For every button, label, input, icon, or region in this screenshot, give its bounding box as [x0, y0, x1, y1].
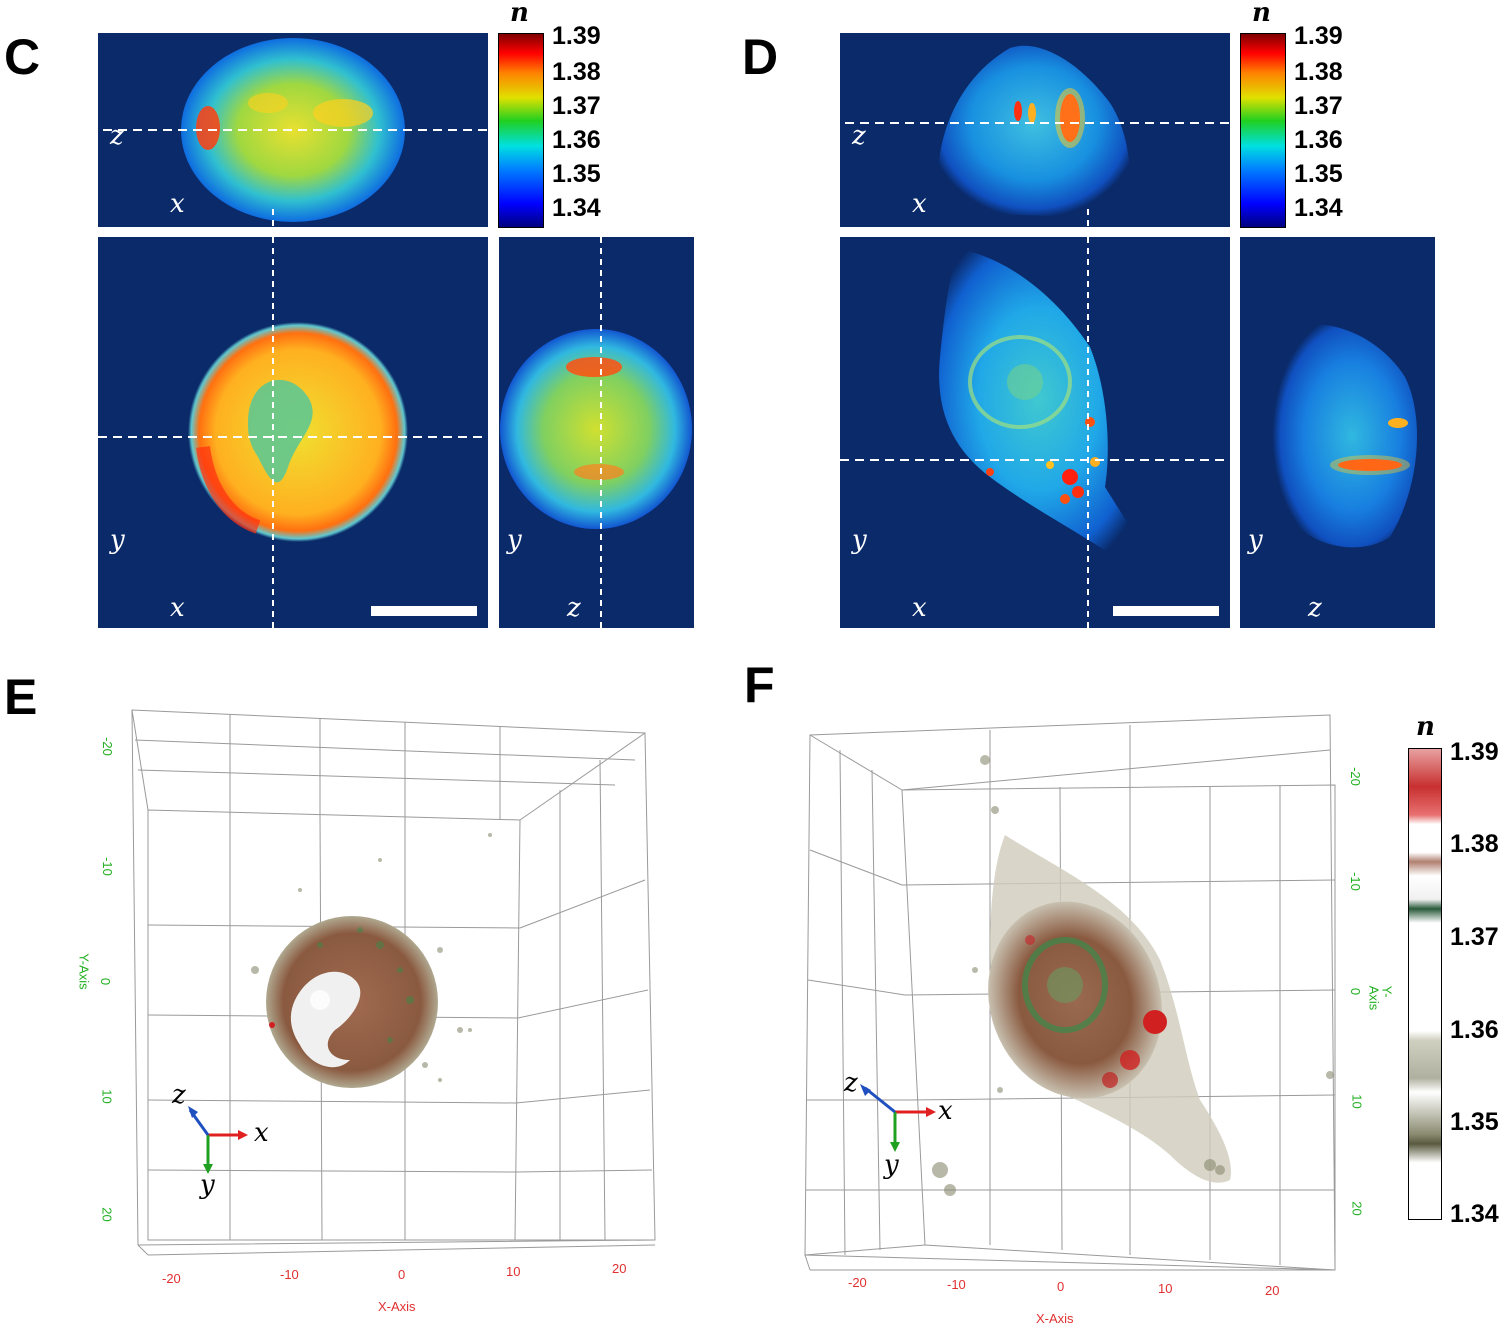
panel-label-c: C: [4, 29, 41, 85]
colorbar-f-symbol: n: [1416, 712, 1435, 742]
panel-d-yx-slice: y x: [840, 237, 1230, 628]
y-axis-title: Y-Axis: [76, 953, 92, 990]
colorbar-f-tick: 1.34: [1450, 1200, 1499, 1228]
x-axis-title: X-Axis: [1036, 1311, 1074, 1326]
y-tick: 10: [99, 1089, 115, 1104]
xyz-triad: x y z: [840, 1070, 960, 1190]
panel-d-zx-slice: z x: [840, 33, 1230, 227]
x-tick: 0: [1057, 1279, 1065, 1294]
colorbar-d-tick: 1.34: [1294, 194, 1343, 222]
colorbar-f-tick: 1.37: [1450, 923, 1499, 951]
y-tick: 0: [98, 977, 114, 986]
colorbar-c-tick: 1.35: [552, 160, 601, 188]
colorbar-d-tick: 1.36: [1294, 126, 1343, 154]
x-tick: 20: [1265, 1283, 1280, 1298]
axis-letter-y: y: [884, 1150, 899, 1180]
axis-letter-x: x: [254, 1118, 269, 1148]
panel-e-grid-box: [131, 709, 656, 1256]
panel-c-zx-slice: z x: [98, 33, 488, 227]
colorbar-c-tick: 1.34: [552, 194, 601, 222]
y-tick: -10: [99, 857, 115, 876]
panel-d-zx-image: [845, 45, 1230, 227]
colorbar-c-symbol: n: [510, 0, 529, 28]
colorbar-d-symbol: n: [1252, 0, 1271, 28]
panel-label-f: F: [744, 657, 775, 713]
colorbar-d: [1240, 33, 1286, 228]
panel-c-yx-slice: y x: [98, 237, 488, 628]
x-tick: -20: [848, 1275, 867, 1290]
x-tick: -10: [280, 1267, 299, 1282]
colorbar-f: [1408, 748, 1442, 1220]
colorbar-c-tick: 1.36: [552, 126, 601, 154]
axis-letter-z: z: [1308, 593, 1322, 623]
colorbar-d-tick: 1.38: [1294, 58, 1343, 86]
colorbar-f-tick: 1.38: [1450, 830, 1499, 858]
y-tick: 10: [1349, 1094, 1365, 1109]
panel-c-yx-image: [98, 237, 488, 628]
x-tick: 10: [1158, 1281, 1173, 1296]
scale-bar: [371, 606, 477, 616]
xyz-triad: x y z: [170, 1080, 290, 1200]
y-axis-title: Y-Axis: [1366, 985, 1395, 1011]
panel-f-grid-box: [804, 714, 1336, 1271]
colorbar-d-tick: 1.35: [1294, 160, 1343, 188]
scale-bar: [1113, 606, 1219, 616]
panel-e-3d-render: -20 -10 0 10 20 X-Axis -20 -10 0 10 20 Y…: [76, 700, 680, 1320]
panel-f-3d-render: -20 -10 0 10 20 X-Axis -20 -10 0 10 20 Y…: [790, 700, 1394, 1330]
x-tick: -10: [947, 1277, 966, 1292]
axis-letter-y: y: [1248, 525, 1263, 555]
axis-letter-z: z: [172, 1080, 186, 1110]
panel-d-yz-image: [1272, 324, 1417, 548]
x-tick: 20: [612, 1261, 627, 1276]
colorbar-f-tick: 1.35: [1450, 1108, 1499, 1136]
y-tick: -20: [1347, 767, 1363, 786]
colorbar-d-tick: 1.39: [1294, 22, 1343, 50]
y-tick: 0: [1348, 987, 1364, 996]
panel-d-yx-image: [840, 237, 1230, 628]
panel-c-yz-image: [500, 237, 692, 628]
axis-letter-z: z: [110, 121, 124, 151]
y-tick: -10: [1347, 872, 1363, 891]
axis-letter-x: x: [170, 189, 185, 219]
axis-letter-x: x: [912, 593, 927, 623]
axis-letter-y: y: [200, 1170, 215, 1200]
x-tick: -20: [162, 1271, 181, 1286]
colorbar-c-tick: 1.37: [552, 92, 601, 120]
x-tick: 0: [398, 1267, 406, 1282]
axis-letter-z: z: [844, 1068, 858, 1098]
colorbar-d-tick: 1.37: [1294, 92, 1343, 120]
axis-letter-y: y: [110, 525, 125, 555]
axis-letter-x: x: [938, 1096, 953, 1126]
axis-letter-y: y: [507, 525, 522, 555]
colorbar-f-tick: 1.36: [1450, 1016, 1499, 1044]
y-tick: 20: [99, 1207, 115, 1222]
panel-label-e: E: [4, 669, 38, 725]
axis-letter-y: y: [852, 525, 867, 555]
panel-c-yz-slice: y z: [499, 237, 694, 628]
axis-letter-z: z: [852, 121, 866, 151]
axis-letter-x: x: [912, 189, 927, 219]
colorbar-c-tick: 1.39: [552, 22, 601, 50]
axis-letter-z: z: [567, 593, 581, 623]
axis-letter-x: x: [170, 593, 185, 623]
colorbar-f-tick: 1.39: [1450, 738, 1499, 766]
panel-c-zx-image: [103, 38, 488, 227]
y-tick: 20: [1349, 1201, 1365, 1216]
colorbar-c-tick: 1.38: [552, 58, 601, 86]
x-axis-title: X-Axis: [378, 1299, 416, 1314]
colorbar-c: [498, 33, 544, 228]
panel-d-yz-slice: y z: [1240, 237, 1435, 628]
y-tick: -20: [99, 737, 115, 756]
x-tick: 10: [506, 1264, 521, 1279]
panel-label-d: D: [742, 29, 779, 85]
